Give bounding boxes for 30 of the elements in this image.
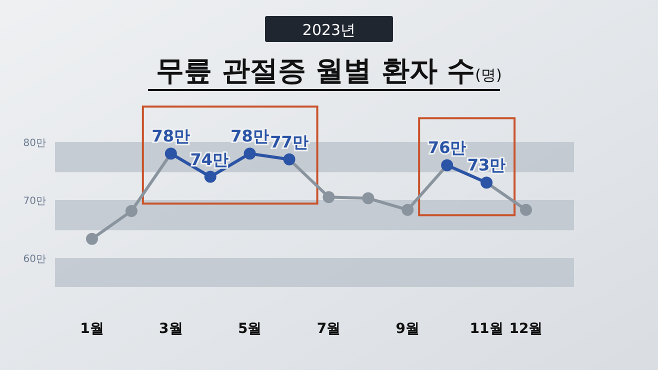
point [322, 191, 335, 204]
y-tick-label: 60만 [23, 254, 46, 265]
x-tick-label: 7월 [316, 321, 341, 337]
chart-subtitle: 2023년 [302, 21, 356, 39]
point [441, 159, 454, 172]
point [480, 176, 493, 189]
x-tick-label: 1월 [80, 321, 104, 337]
y-tick-label: 80만 [23, 138, 46, 149]
data-label: 78만 [152, 126, 190, 146]
point [125, 205, 138, 218]
point [283, 153, 296, 166]
x-tick-label: 11월 [470, 321, 504, 337]
x-tick-label: 3월 [159, 321, 183, 337]
point [204, 170, 216, 183]
y-tick-label: 70만 [23, 196, 46, 207]
point [86, 232, 98, 245]
data-label: 74만 [190, 150, 228, 169]
x-tick-label: 12월 [509, 321, 543, 337]
point [164, 148, 177, 160]
data-label: 77만 [270, 132, 308, 152]
chart-title: 무릎 관절증 월별 환자 수(명) [156, 54, 502, 87]
data-label: 76만 [428, 138, 466, 158]
x-tick-label: 5월 [238, 321, 262, 337]
data-label: 73만 [467, 156, 506, 175]
point [402, 204, 414, 216]
x-tick-label: 9월 [396, 321, 420, 337]
point [520, 204, 532, 216]
data-label: 78만 [230, 126, 269, 146]
point [244, 148, 256, 160]
point [362, 192, 374, 204]
